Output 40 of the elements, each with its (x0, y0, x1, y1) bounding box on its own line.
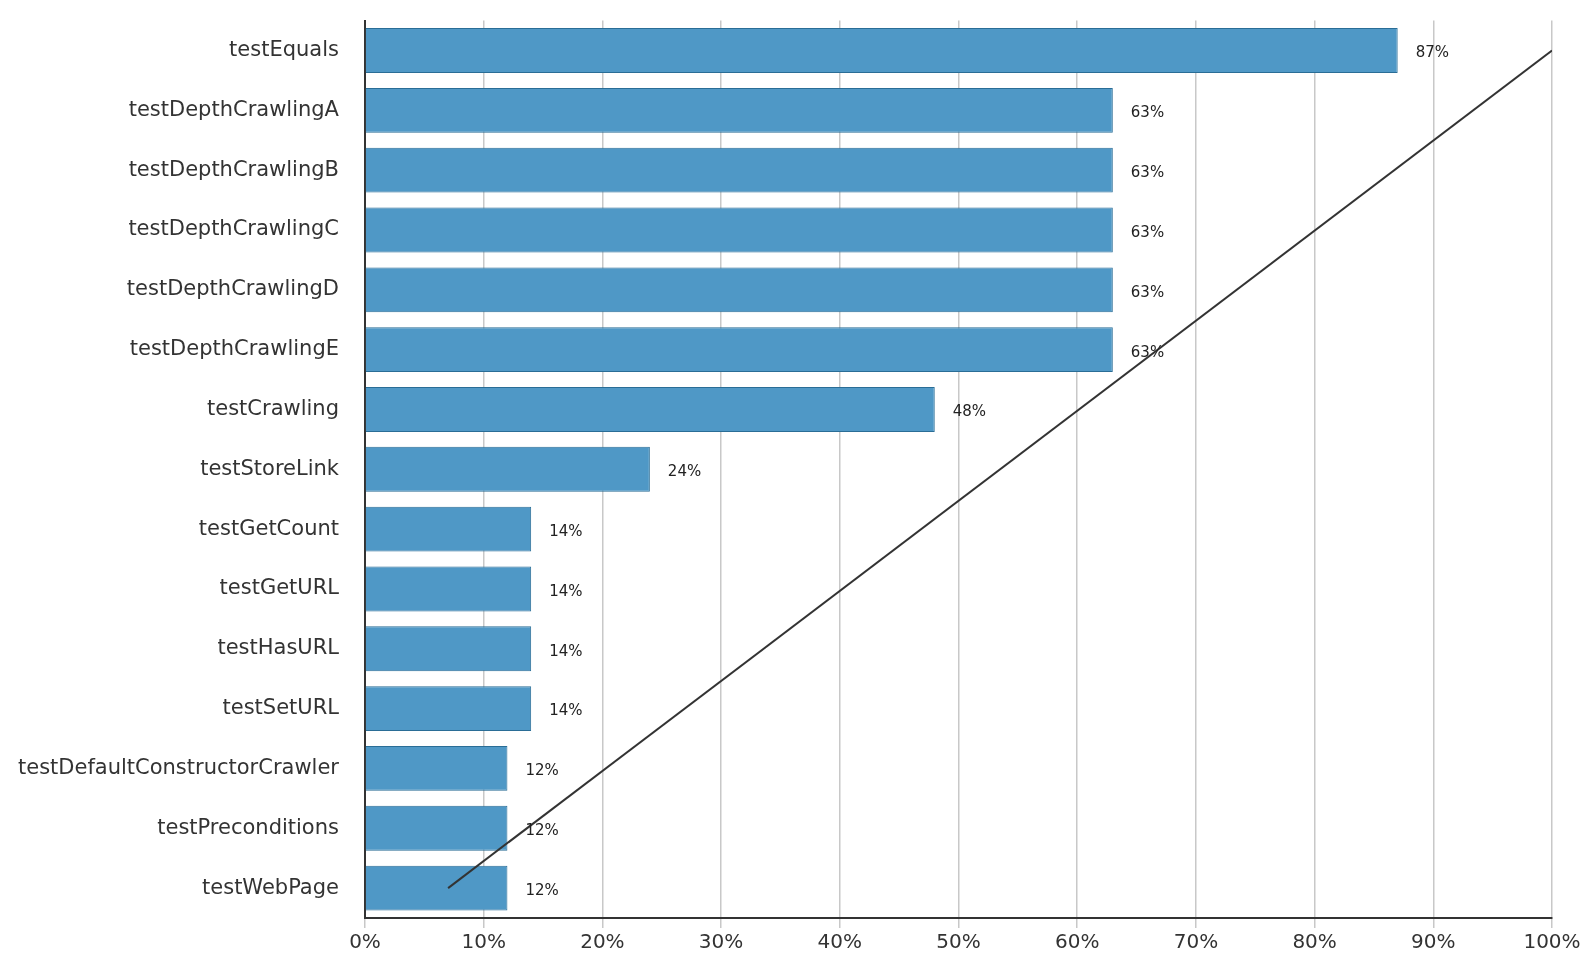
data-label: 14% (549, 522, 583, 541)
y-tick-label: testDepthCrawlingE (129, 336, 339, 361)
x-tick-label: 0% (349, 929, 381, 954)
y-tick-label: testStoreLink (200, 455, 340, 480)
y-tick-label: testCrawling (207, 395, 339, 420)
data-label: 63% (1130, 163, 1165, 182)
x-tick-label: 80% (1292, 929, 1337, 954)
y-tick-label: testHasURL (217, 635, 340, 660)
data-label: 63% (1130, 282, 1165, 301)
data-label: 48% (952, 402, 987, 421)
data-label: 12% (525, 821, 559, 840)
x-tick-label: 30% (698, 929, 744, 954)
y-tick-label: testDepthCrawlingC (128, 216, 339, 241)
y-tick-label: testEquals (229, 36, 339, 61)
data-label: 12% (525, 880, 559, 899)
data-label: 14% (549, 581, 583, 600)
data-label: 12% (525, 761, 559, 780)
data-label: 24% (667, 462, 702, 481)
y-tick-label: testDefaultConstructorCrawler (17, 754, 340, 779)
y-tick-label: testPreconditions (157, 814, 339, 839)
x-tick-label: 100% (1523, 929, 1581, 954)
x-tick-label: 60% (1054, 929, 1100, 954)
y-tick-label: testGetURL (219, 575, 340, 600)
data-label: 14% (549, 641, 583, 660)
data-label: 63% (1130, 103, 1165, 122)
y-tick-label: testDepthCrawlingA (128, 96, 340, 121)
x-tick-label: 50% (936, 929, 981, 954)
y-tick-label: testWebPage (202, 874, 339, 899)
x-tick-label: 40% (817, 929, 863, 954)
data-label: 87% (1415, 43, 1450, 62)
x-tick-label: 10% (461, 929, 506, 954)
data-label: 14% (549, 701, 583, 720)
data-label: 63% (1130, 222, 1165, 241)
x-tick-label: 90% (1411, 929, 1456, 954)
y-tick-label: testSetURL (222, 695, 340, 720)
y-tick-label: testGetCount (198, 515, 339, 540)
y-tick-label: testDepthCrawlingD (126, 276, 339, 301)
y-tick-label: testDepthCrawlingB (128, 156, 339, 181)
x-tick-label: 20% (580, 929, 625, 954)
x-tick-label: 70% (1173, 929, 1219, 954)
